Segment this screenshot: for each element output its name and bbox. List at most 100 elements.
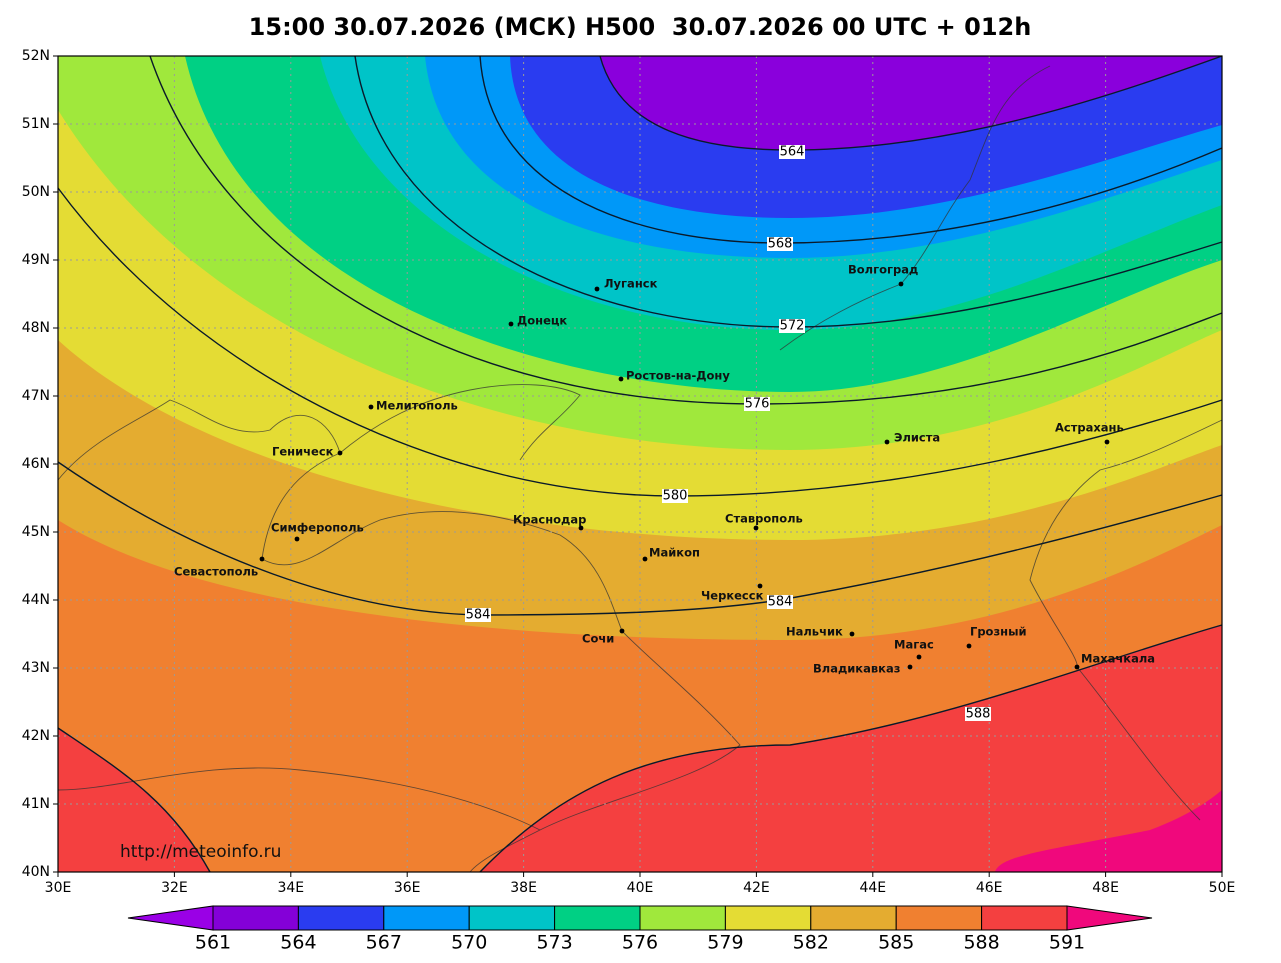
contour-label: 584: [768, 595, 793, 610]
lon-label: 32E: [161, 880, 188, 896]
coastline: [57, 384, 1223, 873]
lon-label: 38E: [510, 880, 537, 896]
colorbar-label: 567: [366, 932, 402, 954]
city-dot: [368, 404, 374, 410]
credit: http://meteoinfo.ru: [120, 842, 281, 862]
city-dot: [337, 450, 343, 456]
contour-label: 580: [663, 489, 688, 504]
colorbar-label: 591: [1049, 932, 1085, 954]
lon-label: 44E: [859, 880, 886, 896]
city-label: Грозный: [970, 625, 1027, 639]
city-dot: [907, 664, 913, 670]
lat-label: 42N: [22, 728, 50, 744]
city-label: Ростов-на-Дону: [626, 369, 730, 383]
colorbar-label: 570: [451, 932, 487, 954]
city-dot: [259, 556, 265, 562]
contour-label-bg: [465, 608, 491, 622]
city-label: Элиста: [894, 431, 940, 445]
colorbar-box: [810, 905, 897, 931]
lat-label: 44N: [22, 592, 50, 608]
colorbar-label: 573: [536, 932, 572, 954]
city-dot: [884, 439, 890, 445]
contour-label: 588: [966, 707, 991, 722]
lat-label: 51N: [22, 116, 50, 132]
map: http://meteoinfo.ru Луганск Донецк Волгогр…: [57, 55, 1223, 873]
band: [995, 790, 1222, 872]
lon-label: 42E: [743, 880, 770, 896]
colorbar-label: 561: [195, 932, 231, 954]
city-dot: [916, 654, 922, 660]
contour-label-bg: [965, 707, 991, 721]
city-dot: [1104, 439, 1110, 445]
band: [480, 625, 1222, 872]
city-dot: [757, 583, 763, 589]
city-label: Владикавказ: [813, 662, 900, 676]
lat-label: 50N: [22, 184, 50, 200]
lat-label: 45N: [22, 524, 50, 540]
city-dot: [294, 536, 300, 542]
contour-label-bg: [744, 397, 770, 411]
city-label: Ставрополь: [725, 512, 803, 526]
colorbar-box: [468, 905, 556, 931]
colorbar-box: [895, 905, 983, 931]
contour-label-bg: [662, 489, 688, 503]
colorbar-box: [724, 905, 812, 931]
contour: [57, 461, 1223, 616]
colorbar-label: 588: [963, 932, 999, 954]
contour: [149, 55, 1223, 405]
contour: [354, 55, 1223, 328]
lon-label: 50E: [1209, 880, 1236, 896]
city-label: Волгоград: [848, 263, 918, 277]
lat-label: 43N: [22, 660, 50, 676]
city-dot: [898, 281, 904, 287]
contour-label: 576: [745, 397, 770, 412]
contour-label-bg: [779, 145, 805, 159]
colorbar-box: [297, 905, 385, 931]
city-label: Сочи: [582, 632, 614, 646]
city-dot: [619, 628, 625, 634]
colorbar-box: [383, 905, 470, 931]
lon-label: 36E: [394, 880, 421, 896]
city-label: Мелитополь: [376, 399, 458, 413]
contour-label-bg: [779, 319, 805, 333]
city-label: Астрахань: [1055, 421, 1124, 435]
colorbar-box: [212, 905, 299, 931]
city-dot: [642, 556, 648, 562]
lon-label: 34E: [277, 880, 304, 896]
contour-label-bg: [767, 595, 793, 609]
colorbar-label: 585: [878, 932, 914, 954]
city-dot: [849, 631, 855, 637]
city-dot: [966, 643, 972, 649]
colorbar-extend: [127, 905, 214, 931]
contour-label-bg: [767, 237, 793, 251]
city-dot: [1074, 664, 1080, 670]
title: 15:00 30.07.2026 (МСК) H500 30.07.2026 0…: [249, 13, 1032, 41]
city-dot: [618, 376, 624, 382]
lat-label: 49N: [22, 252, 50, 268]
lat-label: 47N: [22, 388, 50, 404]
colorbar-box: [981, 905, 1068, 931]
lon-label: 48E: [1092, 880, 1119, 896]
lat-label: 46N: [22, 456, 50, 472]
city-label: Краснодар: [513, 513, 586, 527]
contour: [57, 187, 1223, 497]
contour-label: 584: [466, 608, 491, 623]
city-dot: [594, 286, 600, 292]
colorbar-label: 576: [622, 932, 658, 954]
city-label: Севастополь: [174, 565, 258, 579]
contour-label: 572: [780, 319, 805, 334]
city-label: Донецк: [517, 314, 567, 328]
city-label: Черкесск: [701, 589, 764, 603]
colorbar-label: 579: [707, 932, 743, 954]
colorbar-label: 564: [280, 932, 316, 954]
colorbar-label: 582: [793, 932, 829, 954]
colorbar-box: [639, 905, 726, 931]
colorbar-box: [554, 905, 641, 931]
city-label: Майкоп: [649, 546, 700, 560]
grid: [58, 56, 1222, 872]
contour-label: 568: [768, 237, 793, 252]
city-label: Магас: [894, 638, 934, 652]
city-dot: [508, 321, 514, 327]
lat-label: 41N: [22, 796, 50, 812]
